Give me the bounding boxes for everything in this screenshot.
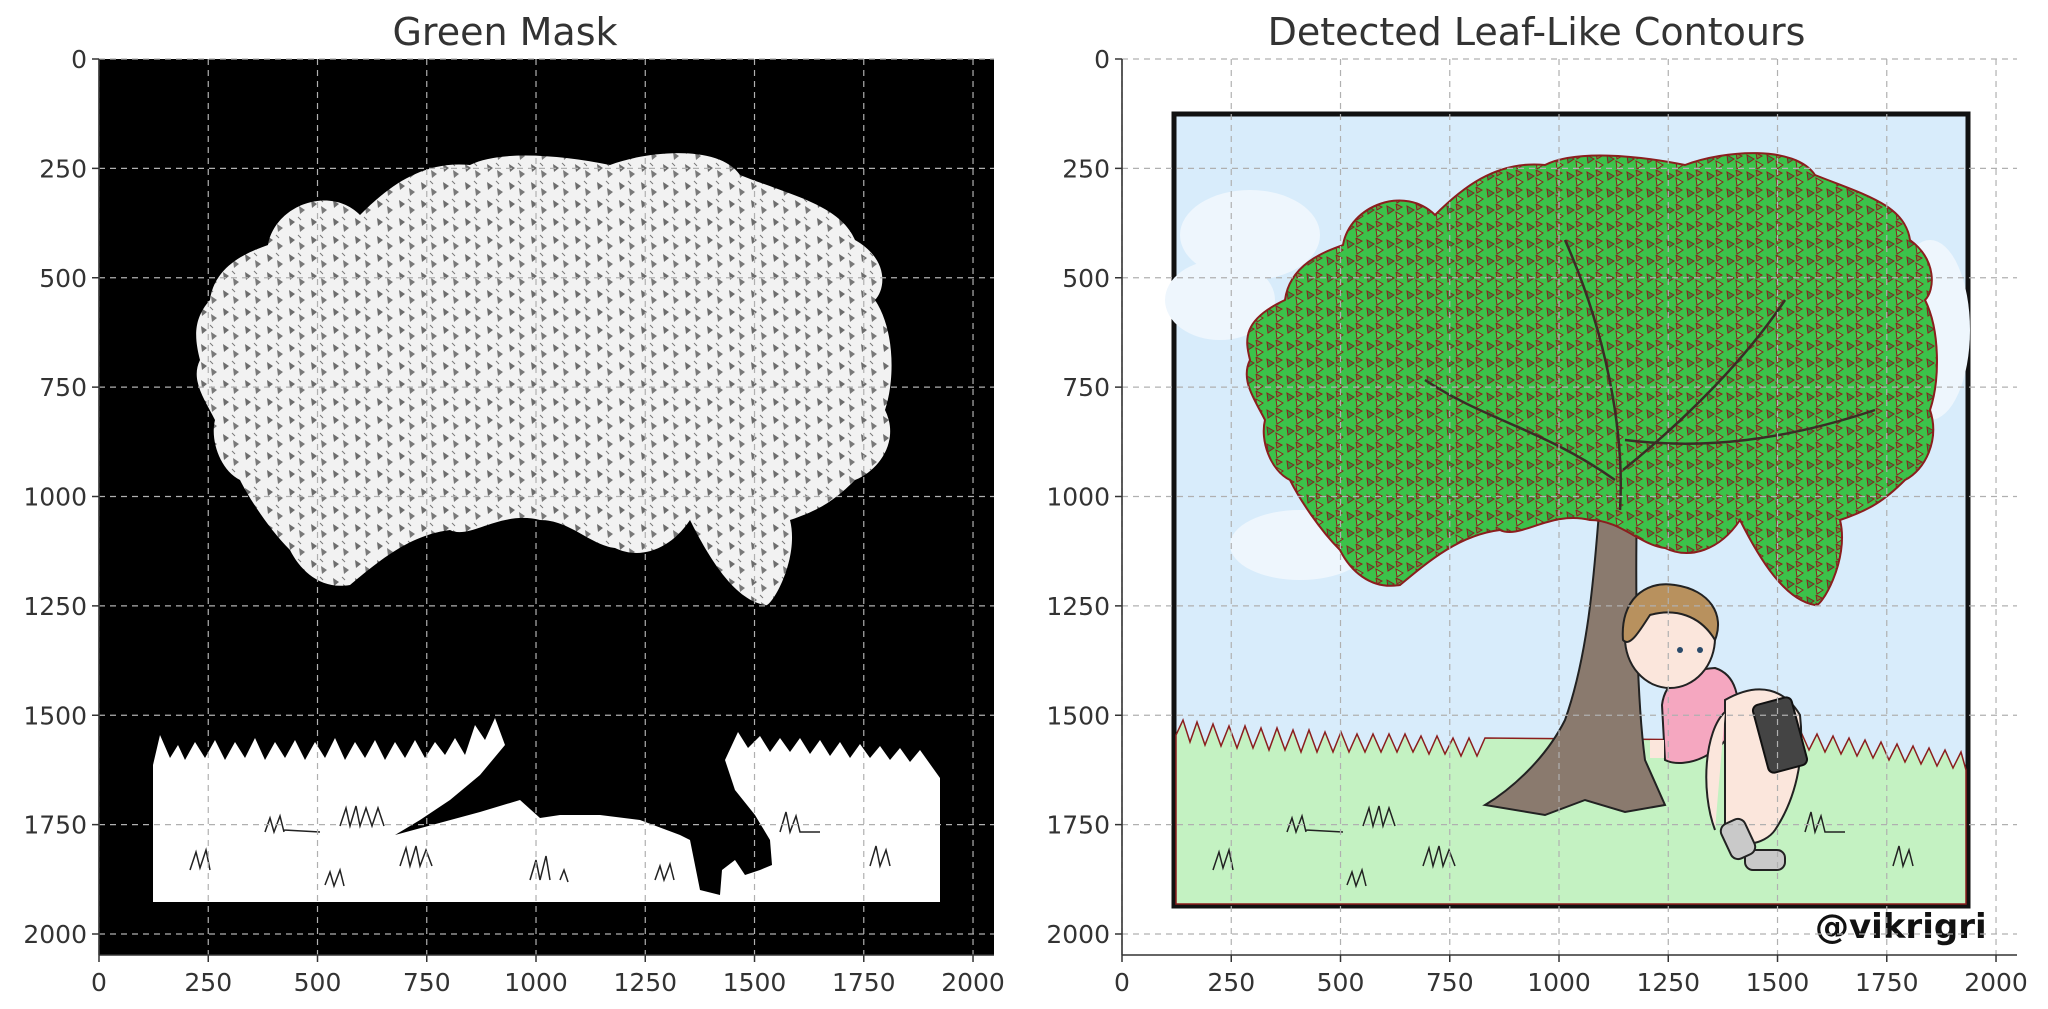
panel-title: Detected Leaf-Like Contours (1267, 10, 1806, 54)
x-tick-label: 1000 (1527, 968, 1591, 997)
y-tick-label: 750 (39, 373, 87, 402)
y-tick-label: 1000 (1046, 483, 1110, 512)
contours-panel: Detected Leaf-Like Contours (1025, 0, 2048, 1009)
panel-title: Green Mask (392, 10, 618, 54)
person (1621, 583, 1809, 871)
tree-branches (1424, 239, 1876, 511)
y-tick-label: 250 (1062, 154, 1110, 183)
y-tick-label: 2000 (23, 920, 87, 949)
mask-canopy (196, 153, 892, 606)
x-tick-label: 0 (1114, 968, 1130, 997)
tree-canopy (1245, 152, 1938, 607)
x-tick-label: 1750 (1855, 968, 1919, 997)
x-tick-label: 1250 (613, 968, 677, 997)
y-tick-label: 500 (1062, 264, 1110, 293)
green-mask-panel: Green Mask (0, 0, 1010, 1009)
x-tick-label: 1250 (1636, 968, 1700, 997)
y-tick-label: 1500 (23, 701, 87, 730)
x-tick-label: 750 (1426, 968, 1474, 997)
x-tick-label: 750 (403, 968, 451, 997)
x-tick-label: 1000 (504, 968, 568, 997)
y-tick-label: 0 (1094, 45, 1110, 74)
y-tick-label: 750 (1062, 373, 1110, 402)
x-tick-label: 500 (294, 968, 342, 997)
y-tick-label: 250 (39, 154, 87, 183)
green-mask-plot: 0 250 500 750 1000 1250 1500 1750 20000250500750… (23, 45, 1005, 997)
mask-grass-doodles (189, 805, 891, 889)
x-tick-label: 0 (91, 968, 107, 997)
y-tick-label: 0 (71, 45, 87, 74)
y-tick-label: 1000 (23, 483, 87, 512)
grass-doodles (1212, 805, 1914, 889)
y-tick-label: 500 (39, 264, 87, 293)
x-tick-label: 500 (1317, 968, 1365, 997)
x-tick-label: 2000 (1964, 968, 2028, 997)
y-tick-label: 1750 (1046, 811, 1110, 840)
contours-plot: @vikrigri 0 250 500 750 1000 1250 1500 1750 2000… (1046, 45, 2028, 997)
y-tick-label: 1500 (1046, 701, 1110, 730)
x-tick-label: 1500 (1746, 968, 1810, 997)
x-tick-label: 250 (1207, 968, 1255, 997)
x-tick-label: 2000 (941, 968, 1005, 997)
mask-grass (153, 718, 940, 902)
y-tick-label: 1250 (1046, 592, 1110, 621)
x-tick-label: 1500 (723, 968, 787, 997)
x-tick-label: 250 (184, 968, 232, 997)
x-tick-label: 1750 (832, 968, 896, 997)
watermark: @vikrigri (1815, 907, 1987, 947)
y-tick-label: 2000 (1046, 920, 1110, 949)
y-tick-label: 1750 (23, 811, 87, 840)
y-tick-label: 1250 (23, 592, 87, 621)
